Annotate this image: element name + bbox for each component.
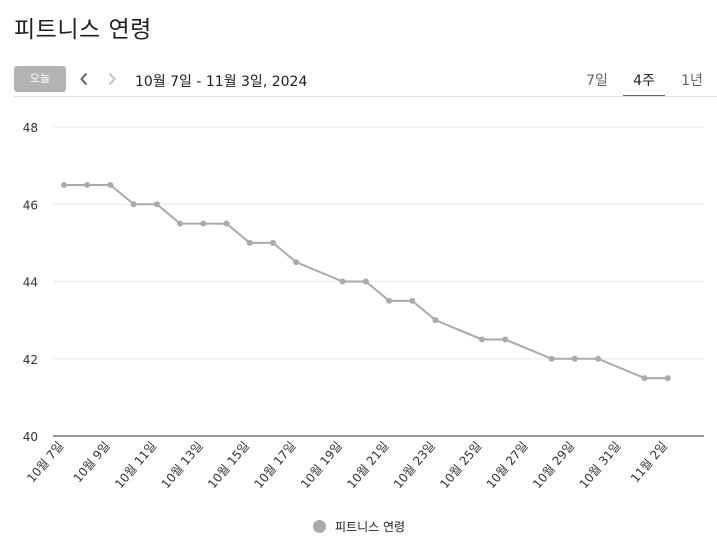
data-point	[246, 239, 253, 246]
date-range-label: 10월 7일 - 11월 3일, 2024	[135, 74, 308, 90]
data-point	[177, 220, 184, 227]
data-point	[595, 355, 602, 362]
x-tick-label: 10월 17일	[251, 439, 298, 491]
data-point	[339, 278, 346, 285]
data-point	[641, 375, 648, 382]
data-point	[61, 181, 67, 188]
next-period-button[interactable]	[100, 66, 124, 92]
x-tick-label: 10월 29일	[530, 439, 577, 491]
x-tick-label: 10월 23일	[391, 439, 438, 491]
tab-4-weeks[interactable]: 4주	[633, 73, 655, 89]
data-point	[548, 355, 555, 362]
chart-legend: 피트니스 연령	[313, 518, 405, 535]
header-divider	[14, 96, 717, 97]
data-point	[362, 278, 369, 285]
data-point	[107, 181, 114, 188]
legend-marker	[313, 520, 326, 533]
data-point	[664, 375, 671, 382]
y-tick-label: 48	[23, 121, 38, 135]
x-tick-label: 10월 11일	[112, 439, 159, 491]
tab-1-year[interactable]: 1년	[681, 73, 703, 89]
data-point	[269, 239, 276, 246]
x-tick-label: 10월 9일	[71, 439, 113, 485]
x-tick-label: 11월 2일	[628, 439, 670, 485]
y-tick-label: 40	[23, 430, 38, 444]
x-tick-label: 10월 15일	[205, 439, 252, 491]
data-point	[293, 259, 300, 266]
x-tick-label: 10월 13일	[159, 439, 206, 491]
data-point	[153, 201, 160, 208]
data-point	[409, 297, 416, 304]
data-point	[386, 297, 393, 304]
x-tick-label: 10월 25일	[437, 439, 484, 491]
x-tick-label: 10월 19일	[298, 439, 345, 491]
data-point	[223, 220, 230, 227]
today-button[interactable]: 오늘	[14, 66, 66, 92]
data-point	[502, 336, 509, 343]
previous-period-button[interactable]	[72, 66, 96, 92]
x-tick-label: 10월 7일	[24, 439, 66, 485]
x-tick-label: 10월 21일	[344, 439, 391, 491]
data-point	[432, 317, 439, 324]
x-tick-label: 10월 27일	[484, 439, 531, 491]
x-tick-label: 10월 31일	[577, 439, 624, 491]
y-tick-label: 44	[23, 276, 38, 290]
data-point	[84, 181, 91, 188]
page-title: 피트니스 연령	[14, 17, 152, 43]
data-point	[130, 201, 137, 208]
chevron-right-icon	[108, 72, 116, 86]
y-tick-label: 46	[23, 198, 38, 212]
data-point	[200, 220, 207, 227]
data-point	[571, 355, 578, 362]
legend-label: 피트니스 연령	[335, 520, 406, 534]
y-tick-label: 42	[23, 353, 38, 367]
chevron-left-icon	[80, 72, 88, 86]
data-point	[478, 336, 485, 343]
tab-7-days[interactable]: 7일	[586, 73, 608, 89]
